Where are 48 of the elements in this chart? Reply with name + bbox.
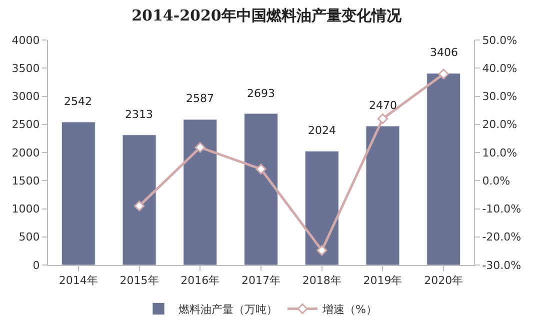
legend-label: 燃料油产量（万吨）	[178, 303, 278, 316]
y-tick-label: 500	[18, 230, 40, 244]
chart-title: 2014-2020年中国燃料油产量变化情况	[132, 6, 402, 25]
bar	[183, 119, 218, 265]
bar	[122, 134, 156, 265]
bar	[366, 126, 400, 265]
y2-tick-label: -10.0%	[482, 202, 522, 216]
y2-tick-label: -30.0%	[482, 258, 522, 272]
legend-label: 增速（%）	[322, 303, 377, 316]
data-label: 2024	[308, 124, 336, 137]
y2-tick-label: 40.0%	[482, 62, 518, 75]
x-tick-label: 2018年	[302, 274, 342, 288]
bar	[426, 73, 461, 265]
y2-tick-label: 50.0%	[482, 34, 518, 47]
point	[316, 245, 328, 256]
y-tick-label: 4000	[12, 34, 40, 47]
x-tick-label: 2019年	[363, 274, 402, 288]
point	[194, 142, 206, 153]
y-tick-label: 2000	[12, 146, 40, 160]
bar	[244, 113, 278, 265]
data-label: 2587	[186, 92, 214, 105]
data-label: 2693	[247, 87, 275, 100]
x-tick-label: 2020年	[424, 274, 464, 288]
point	[134, 200, 145, 212]
y-tick-label: 0	[32, 258, 40, 272]
y2-tick-label: -20.0%	[482, 230, 522, 244]
y-tick-label: 3000	[12, 90, 40, 104]
x-tick-label: 2015年	[120, 274, 159, 288]
bar	[61, 122, 96, 265]
x-tick-label: 2014年	[58, 274, 98, 288]
x-tick-label: 2016年	[180, 274, 220, 288]
x-tick-label: 2017年	[242, 274, 280, 288]
y2-tick-label: 20.0%	[482, 118, 518, 132]
point	[377, 113, 388, 124]
y2-tick-label: 30.0%	[482, 90, 518, 104]
y-tick-label: 3500	[12, 62, 40, 75]
y2-tick-label: 0.0%	[482, 174, 510, 188]
y-tick-label: 2500	[12, 118, 40, 132]
point	[256, 164, 266, 174]
y2-tick-label: 10.0%	[482, 146, 518, 160]
y-tick-label: 1000	[12, 202, 40, 216]
bar	[304, 150, 339, 265]
data-label: 3406	[430, 46, 458, 59]
y-tick-label: 1500	[12, 174, 40, 188]
data-label: 2313	[125, 108, 153, 121]
data-label: 2542	[64, 95, 92, 108]
data-label: 2470	[369, 99, 397, 112]
point	[438, 68, 449, 80]
